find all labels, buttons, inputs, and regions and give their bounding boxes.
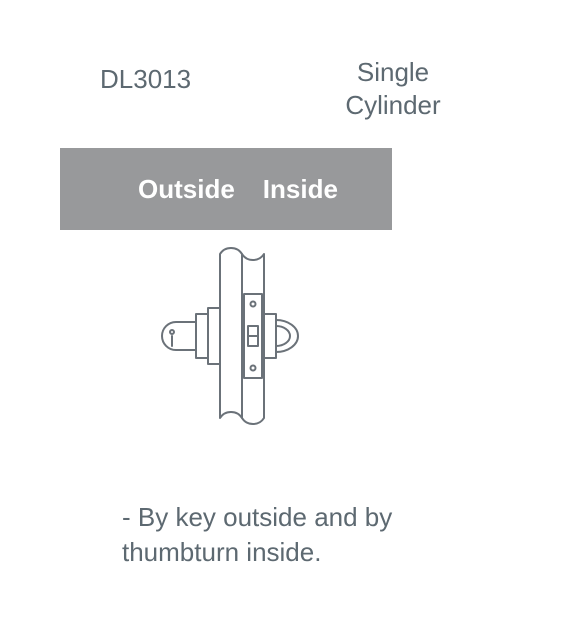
product-type-line1: Single — [357, 57, 429, 87]
product-type-line2: Cylinder — [345, 90, 440, 120]
product-type: Single Cylinder — [318, 56, 468, 121]
lock-diagram — [142, 236, 342, 436]
side-label-bar: Outside Inside — [60, 148, 392, 230]
model-number: DL3013 — [100, 64, 191, 95]
description-text: - By key outside and by thumbturn inside… — [122, 500, 482, 570]
outside-label: Outside — [138, 174, 235, 205]
lock-diagram-svg — [142, 236, 342, 436]
inside-label: Inside — [263, 174, 338, 205]
